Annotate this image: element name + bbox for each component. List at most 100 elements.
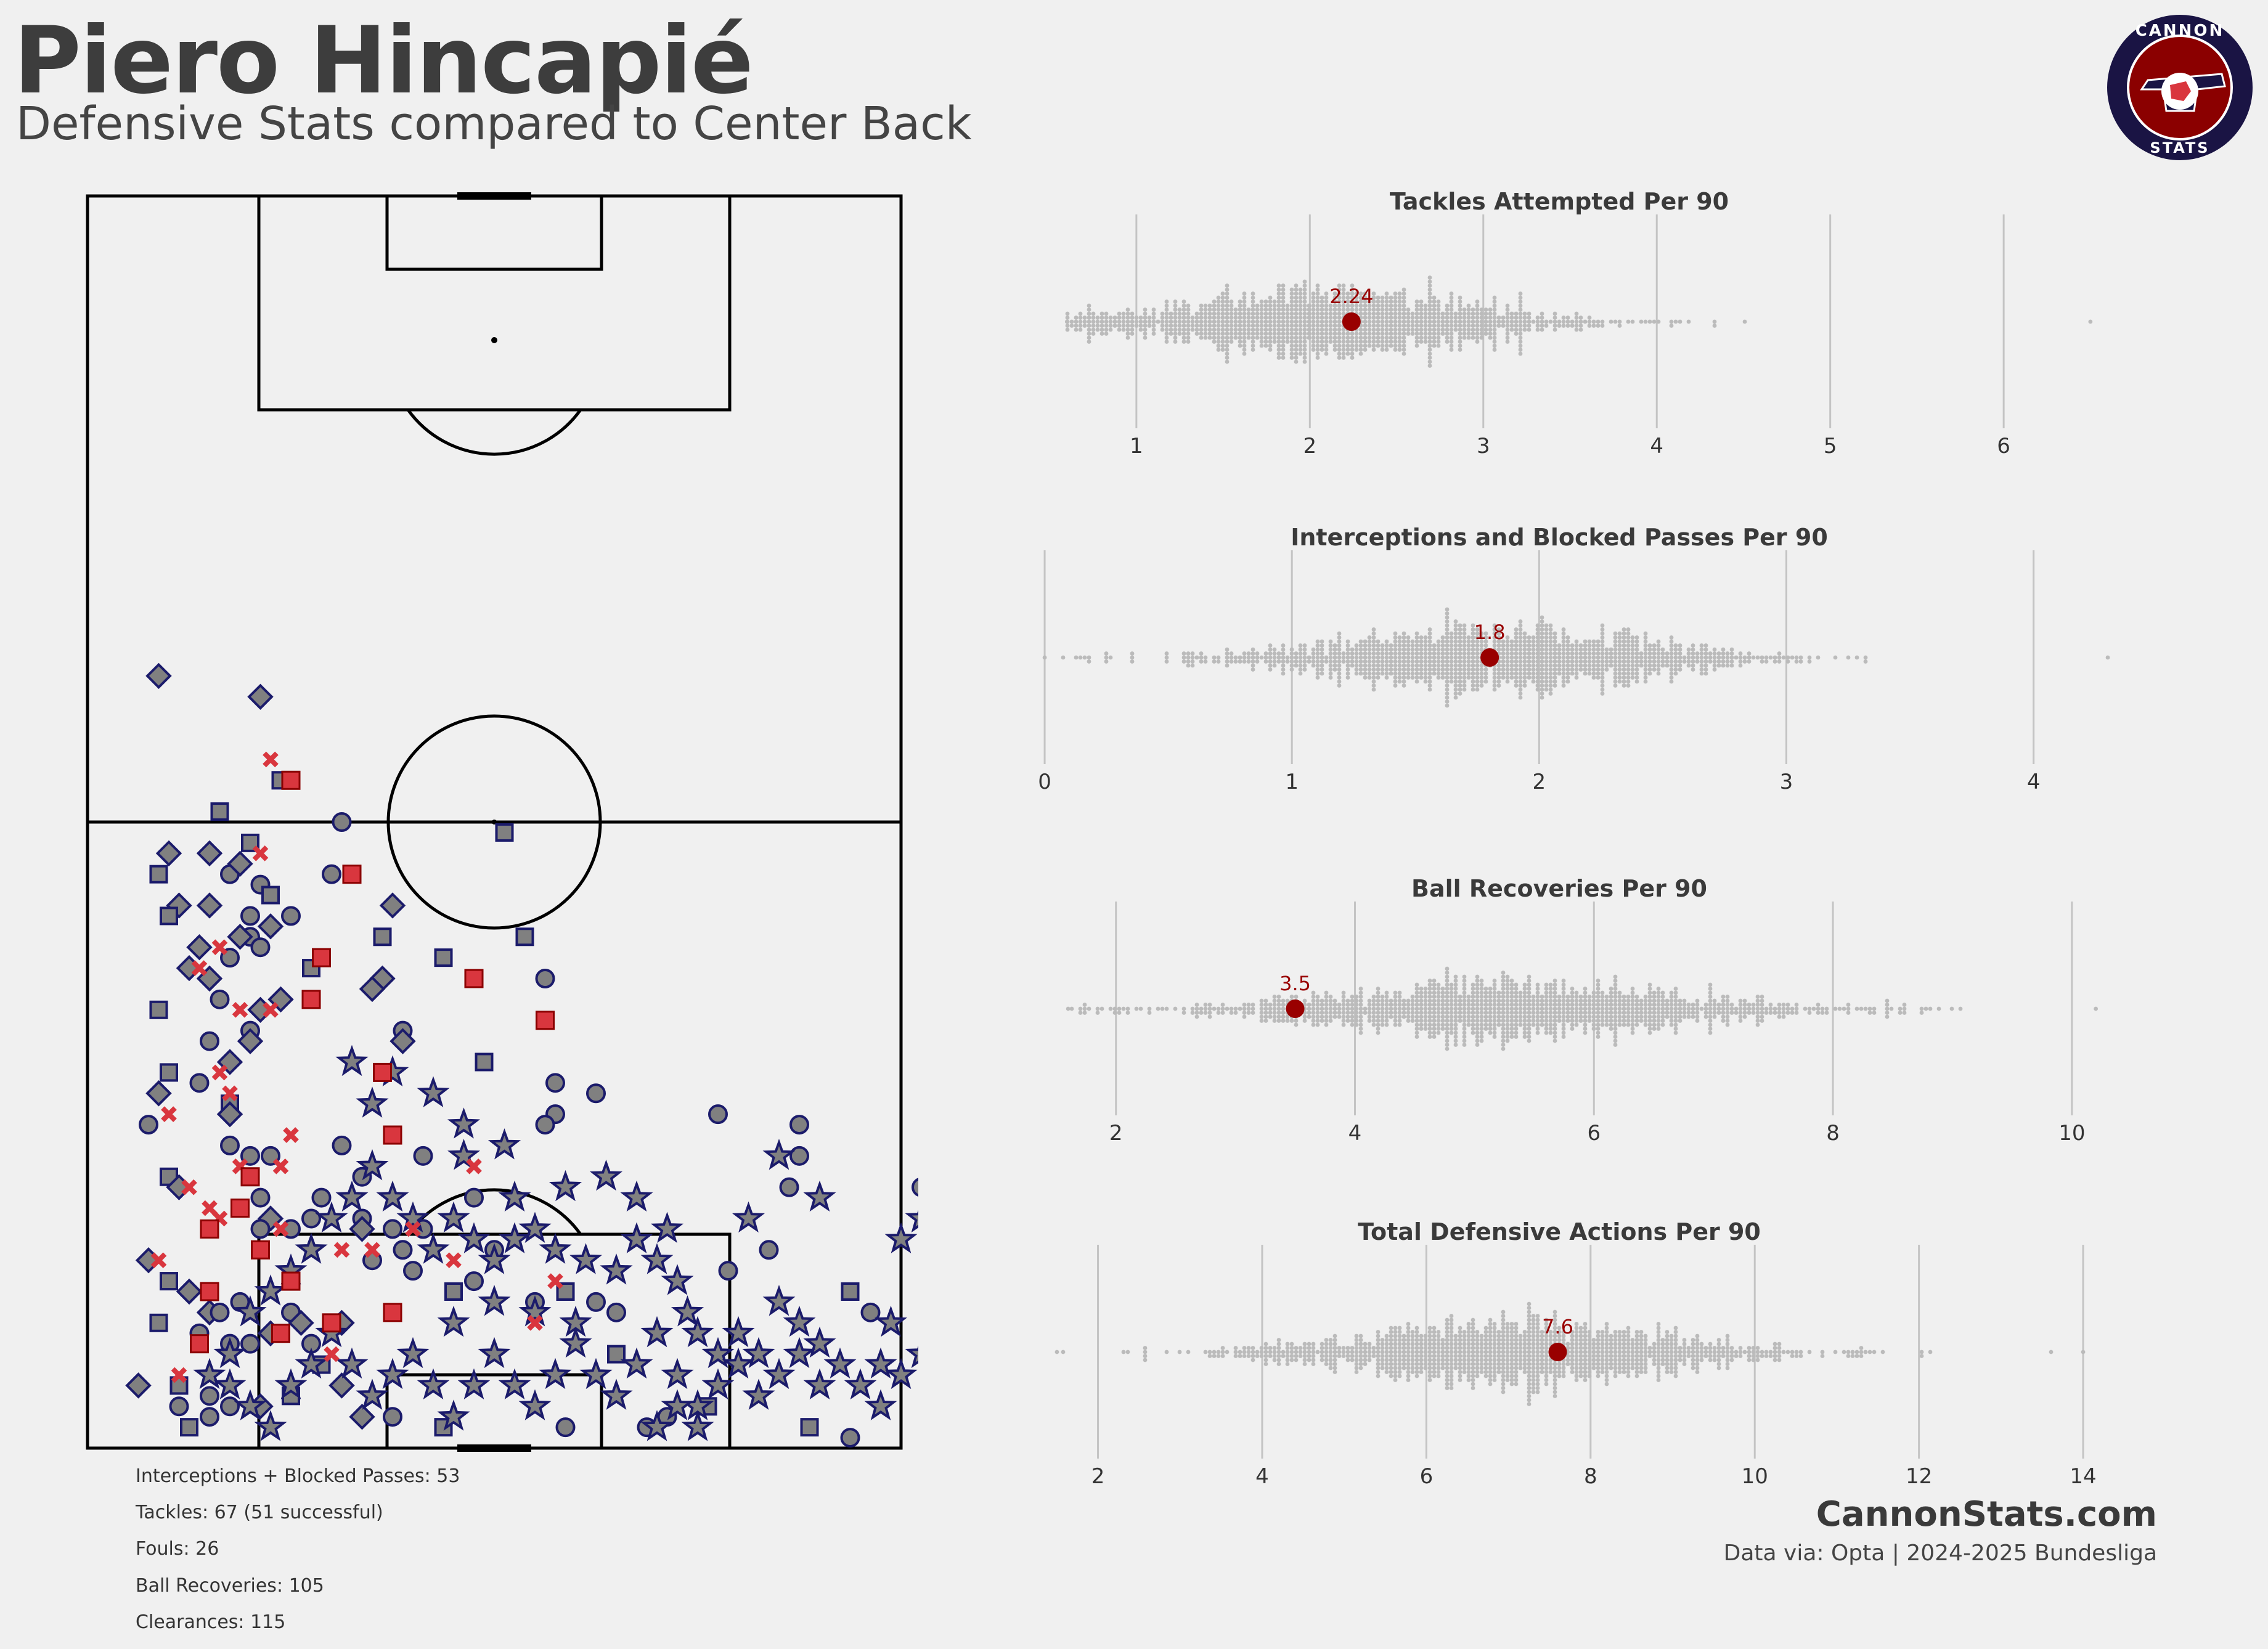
population-point	[1315, 671, 1320, 676]
population-point	[1401, 659, 1406, 664]
population-point	[1509, 1027, 1514, 1031]
population-point	[1587, 1338, 1592, 1342]
population-point	[1289, 291, 1294, 296]
population-point	[1691, 1358, 1695, 1362]
population-point	[1587, 647, 1592, 652]
population-point	[1621, 671, 1626, 676]
population-point	[1259, 311, 1264, 316]
population-point	[1358, 343, 1363, 348]
population-point	[1596, 1006, 1601, 1011]
population-point	[1315, 1011, 1320, 1015]
population-point	[1634, 995, 1639, 999]
population-point	[1518, 351, 1523, 356]
population-point	[1449, 998, 1454, 1003]
population-point	[1535, 316, 1540, 320]
population-point	[1583, 1342, 1588, 1346]
population-point	[1509, 655, 1514, 660]
population-point	[1872, 1350, 1877, 1354]
population-point	[1561, 1019, 1566, 1023]
population-point	[1436, 663, 1441, 668]
population-point	[1596, 1333, 1601, 1338]
population-point	[1216, 327, 1221, 332]
population-point	[1492, 1366, 1497, 1370]
population-point	[1181, 1006, 1186, 1011]
population-point	[1320, 299, 1324, 304]
population-point	[1453, 631, 1458, 636]
population-point	[1708, 1350, 1713, 1354]
population-point	[1397, 671, 1402, 676]
population-point	[1212, 327, 1217, 332]
population-point	[1324, 998, 1329, 1003]
population-point	[1552, 675, 1557, 680]
population-point	[1458, 295, 1462, 300]
population-point	[1928, 1350, 1933, 1354]
population-point	[1496, 1342, 1501, 1346]
population-point	[1156, 319, 1161, 324]
population-point	[1207, 316, 1212, 320]
population-point	[1376, 332, 1381, 336]
population-point	[1345, 1011, 1350, 1015]
population-point	[1069, 324, 1074, 328]
population-point	[1565, 319, 1570, 324]
population-point	[1229, 327, 1234, 332]
population-point	[1604, 1366, 1609, 1370]
population-point	[1445, 340, 1450, 344]
population-point	[1673, 1003, 1678, 1007]
population-point	[1380, 332, 1385, 336]
population-point	[1324, 291, 1329, 296]
population-point	[1190, 651, 1195, 656]
population-point	[1596, 1346, 1601, 1350]
population-point	[1643, 998, 1648, 1003]
population-point	[1462, 683, 1467, 688]
population-point	[1522, 671, 1527, 676]
population-point	[1544, 1346, 1549, 1350]
population-point	[1540, 655, 1544, 660]
population-point	[1315, 303, 1320, 308]
population-point	[1591, 1358, 1596, 1362]
population-point	[1492, 631, 1497, 636]
population-point	[1552, 324, 1557, 328]
population-point	[1708, 651, 1713, 656]
population-point	[1186, 663, 1191, 668]
population-point	[1621, 635, 1626, 640]
population-point	[1621, 655, 1626, 660]
population-point	[1531, 647, 1536, 652]
population-point	[1358, 1342, 1363, 1346]
population-point	[1130, 311, 1135, 316]
population-point	[1509, 1374, 1514, 1378]
population-point	[1401, 307, 1406, 312]
population-point	[1466, 307, 1471, 312]
population-point	[1509, 671, 1514, 676]
population-point	[1371, 643, 1376, 648]
population-point	[1716, 1350, 1721, 1354]
population-point	[1488, 998, 1493, 1003]
tick-label: 10	[1742, 1464, 1768, 1489]
population-point	[1281, 348, 1286, 352]
population-point	[1527, 1322, 1532, 1326]
population-point	[1367, 643, 1372, 648]
population-point	[1527, 675, 1532, 680]
population-point	[1384, 332, 1389, 336]
population-point	[1483, 311, 1488, 316]
population-point	[1647, 1019, 1652, 1023]
population-point	[1371, 332, 1376, 336]
population-point	[1389, 647, 1393, 652]
population-point	[1082, 316, 1087, 320]
population-point	[1440, 655, 1445, 660]
population-point	[1647, 655, 1652, 660]
population-point	[1630, 655, 1635, 660]
population-point	[1535, 663, 1540, 668]
population-point	[1432, 995, 1437, 999]
population-point	[1501, 1035, 1506, 1039]
population-point	[1194, 1006, 1199, 1011]
population-point	[1328, 643, 1333, 648]
population-point	[1320, 1014, 1324, 1019]
population-point	[1376, 1338, 1381, 1342]
population-point	[1505, 1035, 1510, 1039]
population-point	[1082, 324, 1087, 328]
population-point	[1350, 332, 1355, 336]
population-point	[1276, 327, 1281, 332]
population-point	[1574, 1346, 1579, 1350]
event-star	[661, 1358, 694, 1390]
population-point	[1626, 1006, 1631, 1011]
